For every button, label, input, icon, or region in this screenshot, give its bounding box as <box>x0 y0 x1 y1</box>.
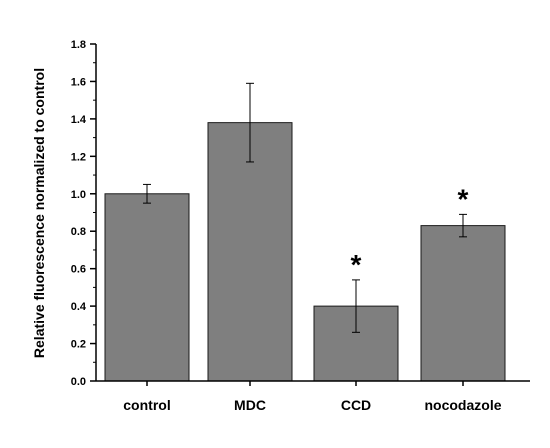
y-tick-label: 1.2 <box>71 151 86 163</box>
significance-asterisk: * <box>458 183 469 214</box>
y-tick-label: 1.6 <box>71 76 86 88</box>
y-tick-label: 0.4 <box>71 301 87 313</box>
x-category-label: nocodazole <box>424 397 501 413</box>
bar-control <box>104 193 190 382</box>
y-tick-label: 1.8 <box>71 39 86 51</box>
x-category-labels: control MDC CCD nocodazole <box>123 381 502 413</box>
x-category-label: MDC <box>234 397 266 413</box>
significance-asterisk: * <box>351 249 362 280</box>
bar-mdc <box>207 122 293 382</box>
x-category-label: control <box>123 397 170 413</box>
y-tick-label: 0.6 <box>71 264 86 276</box>
y-ticks: 0.0 0.2 0.4 0.6 0.8 1.0 1.2 1.4 1.6 1.8 <box>71 39 96 388</box>
y-tick-label: 0.8 <box>71 226 86 238</box>
y-tick-label: 0.2 <box>71 339 86 351</box>
y-tick-label: 1.4 <box>71 114 87 126</box>
y-tick-label: 1.0 <box>71 189 86 201</box>
bar-nocodazole <box>420 225 506 382</box>
y-tick-label: 0.0 <box>71 376 86 388</box>
x-category-label: CCD <box>341 397 371 413</box>
chart-marks: ** <box>104 82 506 382</box>
y-axis-title: Relative fluorescence normalized to cont… <box>31 68 47 358</box>
